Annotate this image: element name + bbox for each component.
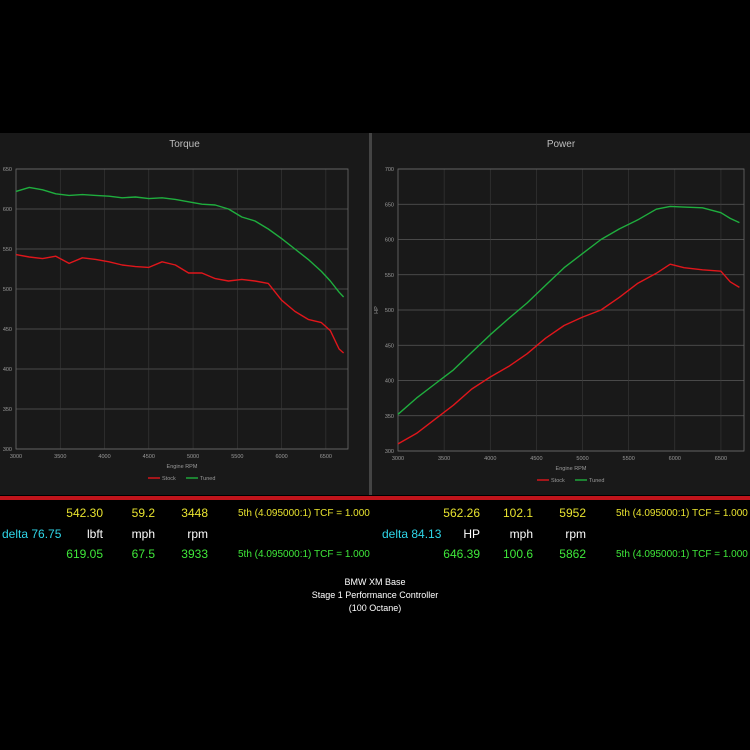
torque-ytick-label: 400 (3, 367, 12, 373)
torque-ytick-label: 550 (3, 247, 12, 253)
torque-stock-rpm: 3448 (181, 506, 208, 520)
red-separator-line (0, 496, 750, 500)
power-tuned-gear: 5th (4.095000:1) TCF = 1.000 (616, 549, 748, 560)
torque-xtick-label: 3000 (10, 454, 22, 460)
power-xtick-label: 3000 (392, 456, 404, 462)
power-chart-plot: 300 350 400 450 500 550 600 650 700 3000 3500 4000 4… (374, 167, 745, 484)
power-tuned-value: 646.39 (443, 547, 480, 561)
torque-stock-gear: 5th (4.095000:1) TCF = 1.000 (238, 508, 370, 519)
torque-ytick-label: 500 (3, 287, 12, 293)
power-xtick-label: 4000 (484, 456, 496, 462)
power-unit-rpm: rpm (565, 527, 586, 541)
torque-xtick-label: 4500 (143, 454, 155, 460)
power-ytick-label: 400 (385, 379, 394, 385)
power-xaxis-label: Engine RPM (556, 466, 587, 472)
torque-unit-value: lbft (86, 527, 103, 541)
caption-octane: (100 Octane) (348, 603, 402, 613)
torque-xtick-label: 5000 (187, 454, 199, 460)
power-tuned-rpm: 5862 (559, 547, 586, 561)
results-table: 542.30 59.2 3448 5th (4.095000:1) TCF = … (0, 500, 750, 568)
power-ytick-label: 600 (385, 238, 394, 244)
torque-chart-plot: 300 350 400 450 500 550 600 650 3000 3500 4000 4500… (3, 167, 349, 482)
torque-tuned-rpm: 3933 (181, 547, 208, 561)
torque-unit-rpm: rpm (187, 527, 208, 541)
power-tuned-speed: 100.6 (502, 547, 533, 561)
torque-unit-speed: mph (131, 527, 155, 541)
torque-ytick-label: 600 (3, 207, 12, 213)
torque-xtick-label: 6500 (320, 454, 332, 460)
power-ytick-label: 550 (385, 273, 394, 279)
power-xtick-label: 5000 (576, 456, 588, 462)
power-unit-speed: mph (509, 527, 533, 541)
torque-stock-speed: 59.2 (131, 506, 155, 520)
power-ytick-label: 450 (385, 343, 394, 349)
torque-tuned-value: 619.05 (66, 547, 103, 561)
torque-xtick-label: 5500 (231, 454, 243, 460)
top-black-band (0, 0, 750, 133)
torque-ytick-label: 300 (3, 447, 12, 453)
power-stock-speed: 102.1 (502, 506, 533, 520)
torque-ytick-label: 450 (3, 327, 12, 333)
torque-series-tuned-line (15, 186, 345, 298)
power-ytick-label: 500 (385, 308, 394, 314)
power-ytick-label: 300 (385, 449, 394, 455)
torque-legend-label-stock: Stock (162, 476, 176, 482)
power-unit-value: HP (463, 527, 480, 541)
power-stock-gear: 5th (4.095000:1) TCF = 1.000 (616, 508, 748, 519)
power-plot-frame (397, 168, 745, 452)
torque-series-stock-line (15, 253, 345, 354)
torque-delta: delta 76.75 (2, 527, 62, 541)
panel-divider (369, 133, 372, 495)
power-series-stock-line (397, 263, 740, 445)
power-ytick-label: 650 (385, 202, 394, 208)
torque-xtick-label: 3500 (54, 454, 66, 460)
power-xtick-label: 5500 (623, 456, 635, 462)
power-ytick-label: 700 (385, 167, 394, 173)
torque-ytick-label: 650 (3, 167, 12, 173)
power-delta: delta 84.13 (382, 527, 442, 541)
torque-tuned-speed: 67.5 (131, 547, 155, 561)
power-xtick-label: 4500 (530, 456, 542, 462)
torque-ytick-label: 350 (3, 407, 12, 413)
power-chart-panel: Power 300 350 400 450 500 550 600 650 700 3000 350… (372, 133, 750, 495)
power-yaxis-label: HP (374, 306, 380, 314)
power-xtick-label: 3500 (438, 456, 450, 462)
power-xtick-label: 6000 (669, 456, 681, 462)
torque-legend-label-tuned: Tuned (200, 476, 215, 482)
power-chart-title: Power (546, 139, 576, 150)
torque-xaxis-label: Engine RPM (167, 464, 198, 470)
torque-xtick-label: 6000 (275, 454, 287, 460)
power-legend-label-stock: Stock (551, 478, 565, 484)
torque-xtick-label: 4000 (98, 454, 110, 460)
torque-plot-frame (15, 168, 349, 450)
caption-product: Stage 1 Performance Controller (311, 590, 439, 600)
caption-vehicle: BMW XM Base (344, 577, 406, 587)
power-ytick-label: 350 (385, 414, 394, 420)
torque-stock-value: 542.30 (66, 506, 103, 520)
torque-chart-title: Torque (169, 139, 200, 150)
power-xtick-label: 6500 (715, 456, 727, 462)
power-legend-label-tuned: Tuned (589, 478, 604, 484)
power-series-tuned-line (397, 205, 740, 415)
torque-tuned-gear: 5th (4.095000:1) TCF = 1.000 (238, 549, 370, 560)
torque-chart-panel: Torque 300 350 400 450 500 550 600 650 3000 3500 4… (0, 133, 369, 495)
power-stock-value: 562.26 (443, 506, 480, 520)
power-stock-rpm: 5952 (559, 506, 586, 520)
